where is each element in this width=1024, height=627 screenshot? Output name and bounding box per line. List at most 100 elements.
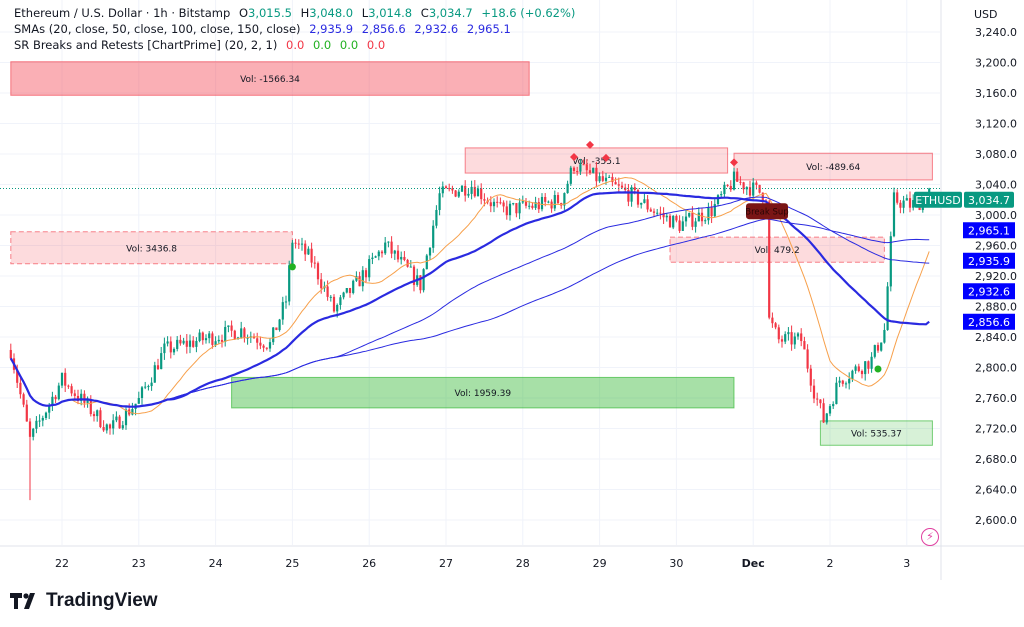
candle [448, 183, 451, 192]
candle-body [886, 286, 889, 330]
candle [697, 207, 700, 222]
candle [60, 372, 64, 389]
candle [275, 327, 278, 331]
candle-body [784, 334, 787, 342]
candle [240, 321, 243, 339]
candle-body [214, 341, 217, 345]
candle [627, 184, 630, 207]
price-change: +18.6 (+0.62%) [481, 6, 576, 20]
candle-body [355, 276, 358, 281]
candle [793, 332, 796, 349]
candle-body [387, 241, 390, 243]
candle [467, 188, 470, 198]
candle [905, 194, 908, 201]
x-tick-label: 27 [439, 557, 453, 570]
candle [464, 180, 467, 202]
candle [28, 418, 32, 501]
candle [441, 181, 444, 198]
price-chart[interactable]: 2,600.0 2,640.0 2,680.0 2,720.0 2,760.0 2,800… [0, 0, 1024, 580]
candle [662, 207, 665, 225]
candle-body [441, 186, 444, 194]
candle-body [630, 187, 633, 202]
candle [358, 271, 361, 287]
candle-body [291, 242, 294, 266]
candle [899, 199, 902, 214]
candle-body [624, 187, 627, 190]
candle-body [211, 333, 214, 345]
candle-body [464, 185, 467, 196]
candle-body [640, 202, 643, 205]
candle-body [704, 220, 707, 222]
break-label: Break Sup [745, 208, 788, 218]
candle-body [739, 181, 742, 183]
candle [595, 161, 598, 188]
sma-price-tag: 2,965.1 [968, 224, 1010, 237]
candle-body [489, 202, 492, 207]
sma-value: 2,932.6 [414, 22, 459, 36]
candle [211, 331, 214, 349]
candle [182, 337, 185, 345]
candle [140, 385, 144, 405]
break-label-bg [746, 203, 788, 220]
candle [908, 191, 912, 213]
candle-body [521, 201, 524, 203]
candle-body [774, 323, 777, 328]
sma-value: 2,935.9 [309, 22, 354, 36]
candle [233, 329, 236, 340]
candle [518, 198, 521, 220]
x-tick-label: 23 [132, 557, 146, 570]
candle-body [723, 184, 726, 195]
candle-body [70, 386, 73, 394]
candle-body [198, 332, 201, 341]
x-tick-label: 3 [903, 557, 910, 570]
candle-body [848, 379, 851, 384]
candle-body [374, 256, 377, 258]
candle-body [873, 345, 876, 357]
candle [115, 411, 118, 423]
candle [684, 210, 688, 227]
candle-body [620, 185, 624, 188]
candle-body [534, 202, 537, 208]
candle-body [707, 207, 710, 221]
lightning-icon[interactable]: ⚡ [921, 528, 939, 546]
sma-legend[interactable]: SMAs (20, close, 50, close, 100, close, … [14, 22, 516, 36]
y-tick-label: 2,760.0 [975, 392, 1017, 405]
ohlc-high: H3,048.0 [300, 6, 354, 20]
currency-label[interactable]: USD [974, 8, 998, 21]
candle [800, 328, 803, 347]
candle-body [131, 409, 134, 415]
candle [345, 287, 348, 294]
sma-price-tag: 2,932.6 [968, 285, 1010, 298]
candle [508, 200, 512, 221]
candle [352, 279, 355, 295]
candle [838, 376, 841, 388]
candle-body [800, 333, 803, 342]
candle-body [556, 194, 560, 204]
zone-volume-label: Vol: -489.64 [806, 163, 860, 173]
candle-body [320, 279, 323, 289]
candle-body [854, 366, 857, 371]
zone-volume-label: Vol: 479.2 [755, 246, 800, 256]
candle [284, 295, 288, 309]
candle-body [518, 202, 521, 214]
candle-body [806, 349, 809, 369]
candle [729, 180, 732, 192]
candle-body [217, 339, 220, 342]
y-tick-label: 2,800.0 [975, 362, 1017, 375]
candle [480, 183, 483, 205]
candle-body [204, 338, 208, 341]
sr-legend[interactable]: SR Breaks and Retests [ChartPrime] (20, … [14, 38, 390, 52]
candle-body [572, 167, 576, 172]
candle-body [396, 250, 400, 260]
candle-body [537, 202, 540, 210]
tradingview-logo[interactable]: TradingView [10, 590, 158, 612]
candle [649, 207, 652, 212]
candle-body [48, 404, 51, 413]
candle [332, 294, 336, 313]
candle [265, 347, 268, 351]
candle [204, 334, 208, 344]
candle-body [755, 182, 758, 185]
candle-body [19, 382, 22, 395]
symbol-legend[interactable]: Ethereum / U.S. Dollar · 1h · Bitstamp O… [14, 6, 580, 20]
candle-body [681, 221, 684, 231]
